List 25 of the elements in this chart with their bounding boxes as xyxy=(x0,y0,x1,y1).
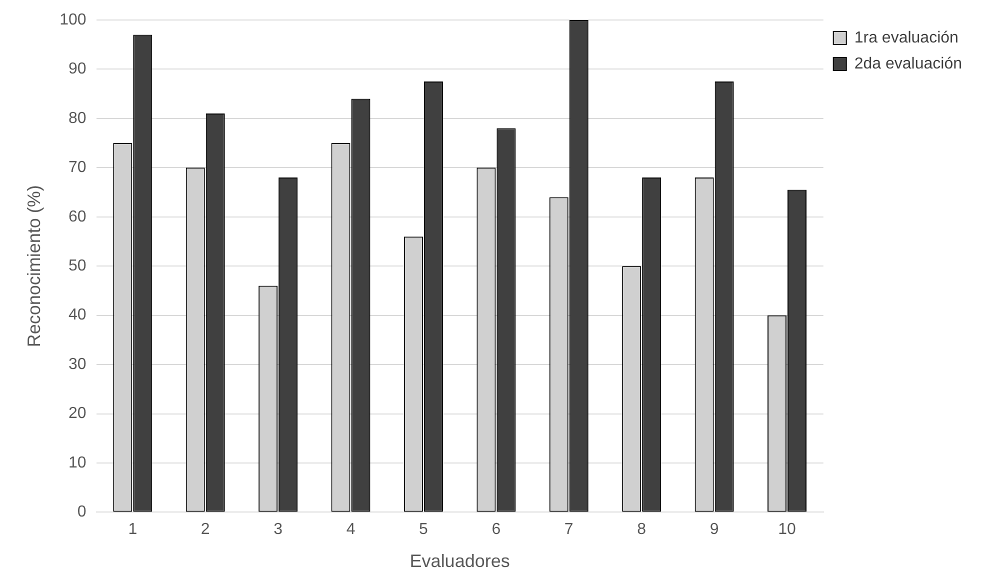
x-tick-label: 7 xyxy=(564,521,574,538)
x-tick-label: 4 xyxy=(346,521,356,538)
x-tick-label: 3 xyxy=(274,521,283,538)
y-tick-label: 20 xyxy=(68,405,86,422)
x-tick-label: 9 xyxy=(710,521,719,538)
x-tick-label: 10 xyxy=(778,521,796,538)
x-axis-title: Evaluadores xyxy=(410,551,510,572)
x-tick-label: 1 xyxy=(128,521,138,538)
legend-label: 1ra evaluación xyxy=(854,29,958,46)
y-tick-label: 100 xyxy=(60,11,86,28)
y-tick-label: 80 xyxy=(68,110,86,127)
y-tick-label: 90 xyxy=(68,60,86,78)
y-tick-label: 70 xyxy=(68,159,86,176)
y-tick-label: 40 xyxy=(68,306,86,324)
x-tick-label: 8 xyxy=(637,521,646,538)
legend-label: 2da evaluación xyxy=(854,55,962,72)
x-tick-label: 6 xyxy=(492,521,501,538)
x-tick-label: 2 xyxy=(200,521,210,538)
y-tick-label: 10 xyxy=(68,454,86,472)
y-tick-label: 50 xyxy=(68,258,86,275)
x-tick-label: 5 xyxy=(419,521,428,538)
y-axis-title: Reconocimiento (%) xyxy=(24,185,44,348)
y-tick-label: 60 xyxy=(68,208,86,226)
y-tick-label: 30 xyxy=(68,356,86,373)
y-tick-label: 0 xyxy=(77,504,86,521)
